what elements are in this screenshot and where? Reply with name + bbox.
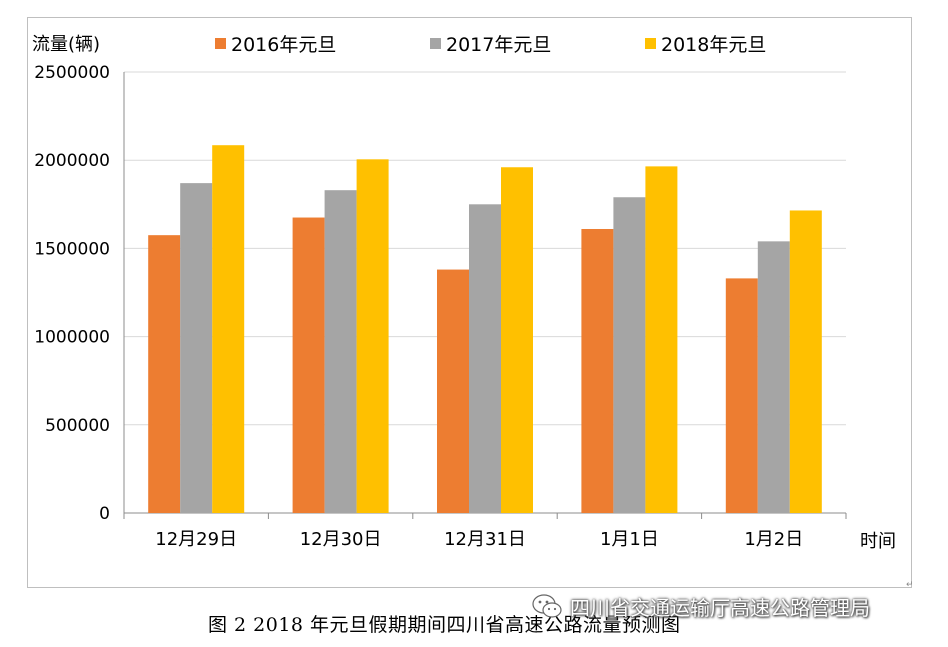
bar-1-3 <box>437 269 469 513</box>
bar-1-4 <box>581 228 614 513</box>
bar-1-1 <box>148 235 181 514</box>
x-tick-label: 12月31日 <box>444 529 526 550</box>
y-tick-label: 2500000 <box>34 63 110 83</box>
corner-mark: ↵ <box>906 580 914 590</box>
bar-3-3 <box>501 167 533 514</box>
y-tick-label: 2000000 <box>34 151 110 171</box>
bar-2-5 <box>757 241 790 513</box>
y-tick-label: 1000000 <box>34 328 110 348</box>
x-tick-label: 12月30日 <box>300 529 382 550</box>
bar-1-2 <box>292 217 325 513</box>
y-axis-label: 流量(辆) <box>32 34 101 55</box>
legend-item-2016: 2016年元旦 <box>215 30 336 57</box>
legend: 2016年元旦 2017年元旦 2018年元旦 <box>0 30 948 56</box>
bar-2-4 <box>613 197 646 513</box>
bar-3-2 <box>356 159 389 513</box>
watermark-text: 四川省交通运输厅高速公路管理局 <box>570 595 870 620</box>
legend-swatch-2017 <box>430 38 441 49</box>
wechat-icon <box>532 594 562 618</box>
bar-3-5 <box>789 210 822 513</box>
bar-3-1 <box>212 145 245 513</box>
chart-frame <box>27 17 912 588</box>
bar-chart: 0 500000 1000000 1500000 2000000 2500000 12月29… <box>34 63 896 552</box>
x-tick-label: 1月1日 <box>600 529 659 550</box>
y-tick-label: 0 <box>99 504 110 524</box>
legend-label-2016: 2016年元旦 <box>231 34 337 56</box>
legend-item-2017: 2017年元旦 <box>430 30 551 57</box>
legend-label-2017: 2017年元旦 <box>446 34 552 56</box>
y-tick-label: 1500000 <box>34 239 110 259</box>
bar-1-5 <box>725 278 758 513</box>
watermark: 四川省交通运输厅高速公路管理局 <box>530 588 870 624</box>
bar-2-1 <box>180 183 213 513</box>
bar-2-3 <box>469 204 501 514</box>
legend-item-2018: 2018年元旦 <box>645 30 766 57</box>
x-tick-label: 1月2日 <box>744 529 803 550</box>
legend-label-2018: 2018年元旦 <box>661 34 767 56</box>
figure-caption: 图 2 2018 年元旦假期期间四川省高速公路流量预测图 <box>208 614 681 636</box>
y-tick-label: 500000 <box>45 416 110 436</box>
bar-3-4 <box>645 166 678 513</box>
x-tick-label: 12月29日 <box>155 529 237 550</box>
legend-swatch-2016 <box>215 38 226 49</box>
x-axis-label: 时间 <box>860 531 896 552</box>
bar-2-2 <box>324 190 357 514</box>
legend-swatch-2018 <box>645 38 656 49</box>
